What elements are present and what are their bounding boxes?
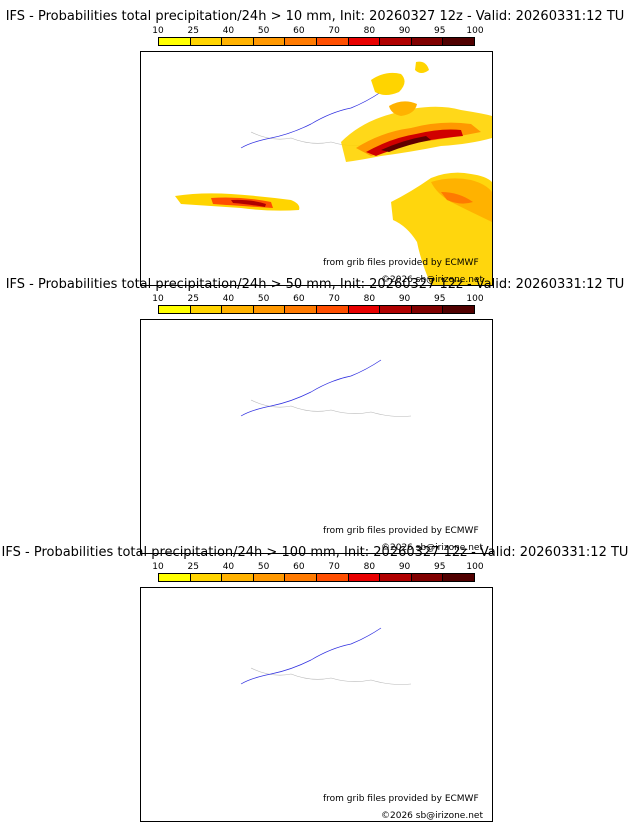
colorbar-segment: [443, 306, 474, 313]
colorbar-segment: [159, 38, 191, 45]
rivers: [240, 627, 382, 685]
colorbar-segment: [285, 306, 317, 313]
colorbar-segment: [285, 574, 317, 581]
colorbar-segment: [222, 306, 254, 313]
colorbar-tick-label: 10: [152, 562, 164, 572]
colorbar-segment: [253, 574, 286, 581]
prob-pyr3: [231, 199, 266, 207]
colorbar-segment: [190, 574, 223, 581]
map: from grib files provided by ECMWF ©2026 …: [140, 587, 493, 822]
colorbar-tick-label: 70: [328, 562, 340, 572]
colorbar-tick-label: 80: [363, 562, 376, 572]
colorbar: [158, 37, 475, 46]
colorbar-tick-label: 10: [152, 294, 164, 304]
colorbar-tick-label: 70: [328, 26, 340, 36]
rivers: [240, 359, 382, 417]
colorbar-segment: [348, 574, 381, 581]
panel-10mm: IFS - Probabilities total precipitation/…: [0, 9, 630, 286]
prob-se3: [441, 192, 473, 204]
colorbar-segment: [380, 574, 412, 581]
colorbar-tick-label: 25: [187, 294, 199, 304]
colorbar-segment: [380, 38, 412, 45]
colorbar-tick-label: 100: [466, 562, 484, 572]
colorbar-tick-label: 10: [152, 26, 164, 36]
colorbar-segment: [411, 38, 444, 45]
precip-overlay: [175, 61, 492, 285]
admin-borders: [250, 399, 412, 417]
colorbar: [158, 573, 475, 582]
panel-title: IFS - Probabilities total precipitation/…: [5, 9, 625, 24]
colorbar-segment: [190, 306, 223, 313]
colorbar-tick-label: 40: [222, 294, 235, 304]
colorbar-segment: [443, 574, 474, 581]
colorbar-segment: [190, 38, 223, 45]
colorbar-segment: [253, 38, 286, 45]
map: from grib files provided by ECMWF ©2026 …: [140, 51, 493, 286]
colorbar-tick-label: 100: [466, 26, 484, 36]
colorbar-tick-label: 90: [398, 294, 411, 304]
colorbar-segment: [348, 38, 381, 45]
colorbar-segment: [285, 38, 317, 45]
colorbar-tick-label: 80: [363, 294, 376, 304]
colorbar-segment: [380, 306, 412, 313]
colorbar-segment: [316, 574, 349, 581]
colorbar-tick-label: 90: [398, 562, 411, 572]
panel-100mm: IFS - Probabilities total precipitation/…: [0, 545, 630, 822]
colorbar-tick-label: 80: [363, 26, 376, 36]
colorbar-tick-label: 90: [398, 26, 411, 36]
colorbar-tick-label: 50: [257, 294, 270, 304]
colorbar-segment: [316, 306, 349, 313]
colorbar-segment: [411, 306, 444, 313]
credit-source: from grib files provided by ECMWF: [323, 258, 479, 268]
colorbar-tick-label: 95: [434, 26, 446, 36]
map-svg: [240, 627, 412, 685]
credit-copyright: ©2026 sb@irizone.net: [381, 811, 483, 821]
colorbar-segment: [443, 38, 474, 45]
colorbar-tick-label: 25: [187, 562, 199, 572]
colorbar-segment: [222, 38, 254, 45]
colorbar-tick-label: 60: [293, 294, 305, 304]
colorbar-segment: [222, 574, 254, 581]
colorbar-tick-label: 70: [328, 294, 340, 304]
colorbar-segment: [253, 306, 286, 313]
prob-ne: [371, 72, 405, 95]
admin-borders: [250, 667, 412, 685]
map: from grib files provided by ECMWF ©2026 …: [140, 319, 493, 554]
colorbar-tick-label: 40: [222, 26, 235, 36]
panel-title: IFS - Probabilities total precipitation/…: [1, 545, 629, 560]
panel-50mm: IFS - Probabilities total precipitation/…: [0, 277, 630, 554]
colorbar-tick-label: 60: [293, 26, 305, 36]
colorbar: [158, 305, 475, 314]
prob-ne3: [389, 101, 417, 116]
colorbar-tick-label: 50: [257, 562, 270, 572]
prob-ne2: [415, 61, 429, 73]
colorbar-tick-label: 95: [434, 562, 446, 572]
colorbar-segment: [159, 574, 191, 581]
credit-copyright: ©2026 sb@irizone.net: [381, 275, 483, 285]
colorbar-tick-label: 100: [466, 294, 484, 304]
colorbar-tick-label: 40: [222, 562, 235, 572]
colorbar-tick-label: 25: [187, 26, 199, 36]
colorbar-segment: [411, 574, 444, 581]
colorbar-tick-label: 60: [293, 562, 305, 572]
colorbar-ticks: 10 25 40 50 60 70 80 90 95 100: [141, 26, 491, 36]
credit-source: from grib files provided by ECMWF: [323, 526, 479, 536]
colorbar-tick-label: 50: [257, 26, 270, 36]
colorbar-segment: [159, 306, 191, 313]
colorbar-tick-label: 95: [434, 294, 446, 304]
colorbar-ticks: 10 25 40 50 60 70 80 90 95 100: [141, 562, 491, 572]
panel-title: IFS - Probabilities total precipitation/…: [5, 277, 625, 292]
map-svg: [175, 61, 492, 285]
credit-source: from grib files provided by ECMWF: [323, 794, 479, 804]
colorbar-ticks: 10 25 40 50 60 70 80 90 95 100: [141, 294, 491, 304]
prob-95: [381, 136, 431, 152]
colorbar-segment: [348, 306, 381, 313]
credit-copyright: ©2026 sb@irizone.net: [381, 543, 483, 553]
map-svg: [240, 359, 412, 417]
colorbar-segment: [316, 38, 349, 45]
rivers: [240, 91, 382, 149]
